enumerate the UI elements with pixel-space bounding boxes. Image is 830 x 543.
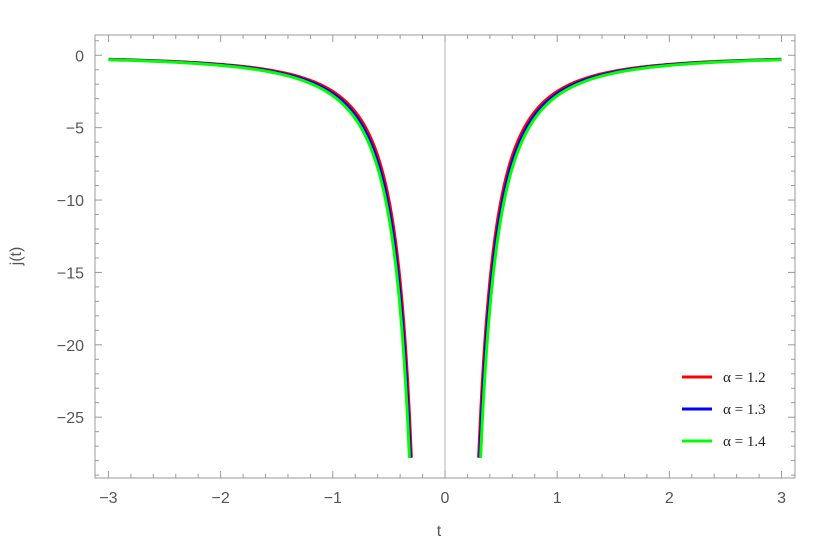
x-tick-label: 3 — [777, 490, 786, 507]
y-tick-label: 0 — [75, 48, 84, 65]
y-tick-label: −15 — [57, 265, 84, 282]
legend-label: α = 1.4 — [723, 434, 766, 450]
y-tick-label: −5 — [66, 121, 84, 138]
y-tick-label: −25 — [57, 410, 84, 427]
y-tick-label: −10 — [57, 193, 84, 210]
y-tick-label: −20 — [57, 338, 84, 355]
x-tick-label: 1 — [553, 490, 562, 507]
legend: α = 1.2 α = 1.3 α = 1.4 — [682, 370, 766, 450]
series-layer — [108, 57, 782, 459]
x-axis-label: t — [437, 523, 442, 540]
x-tick-label: −1 — [324, 490, 342, 507]
legend-label: α = 1.2 — [723, 370, 766, 386]
legend-label: α = 1.3 — [723, 402, 766, 418]
x-tick-label: −2 — [212, 490, 230, 507]
x-ticks: −3 −2 −1 0 1 2 3 — [99, 35, 786, 507]
series-curve — [108, 58, 411, 459]
x-tick-label: −3 — [99, 490, 117, 507]
series-curve — [479, 58, 782, 459]
y-ticks: 0 −5 −10 −15 −20 −25 — [57, 40, 795, 476]
series-curve — [477, 57, 782, 459]
y-axis-label: j(t) — [8, 247, 25, 267]
x-tick-label: 0 — [441, 490, 450, 507]
series-curve — [108, 58, 412, 459]
series-curve — [478, 58, 782, 459]
series-curve — [108, 57, 413, 459]
x-tick-label: 2 — [665, 490, 674, 507]
